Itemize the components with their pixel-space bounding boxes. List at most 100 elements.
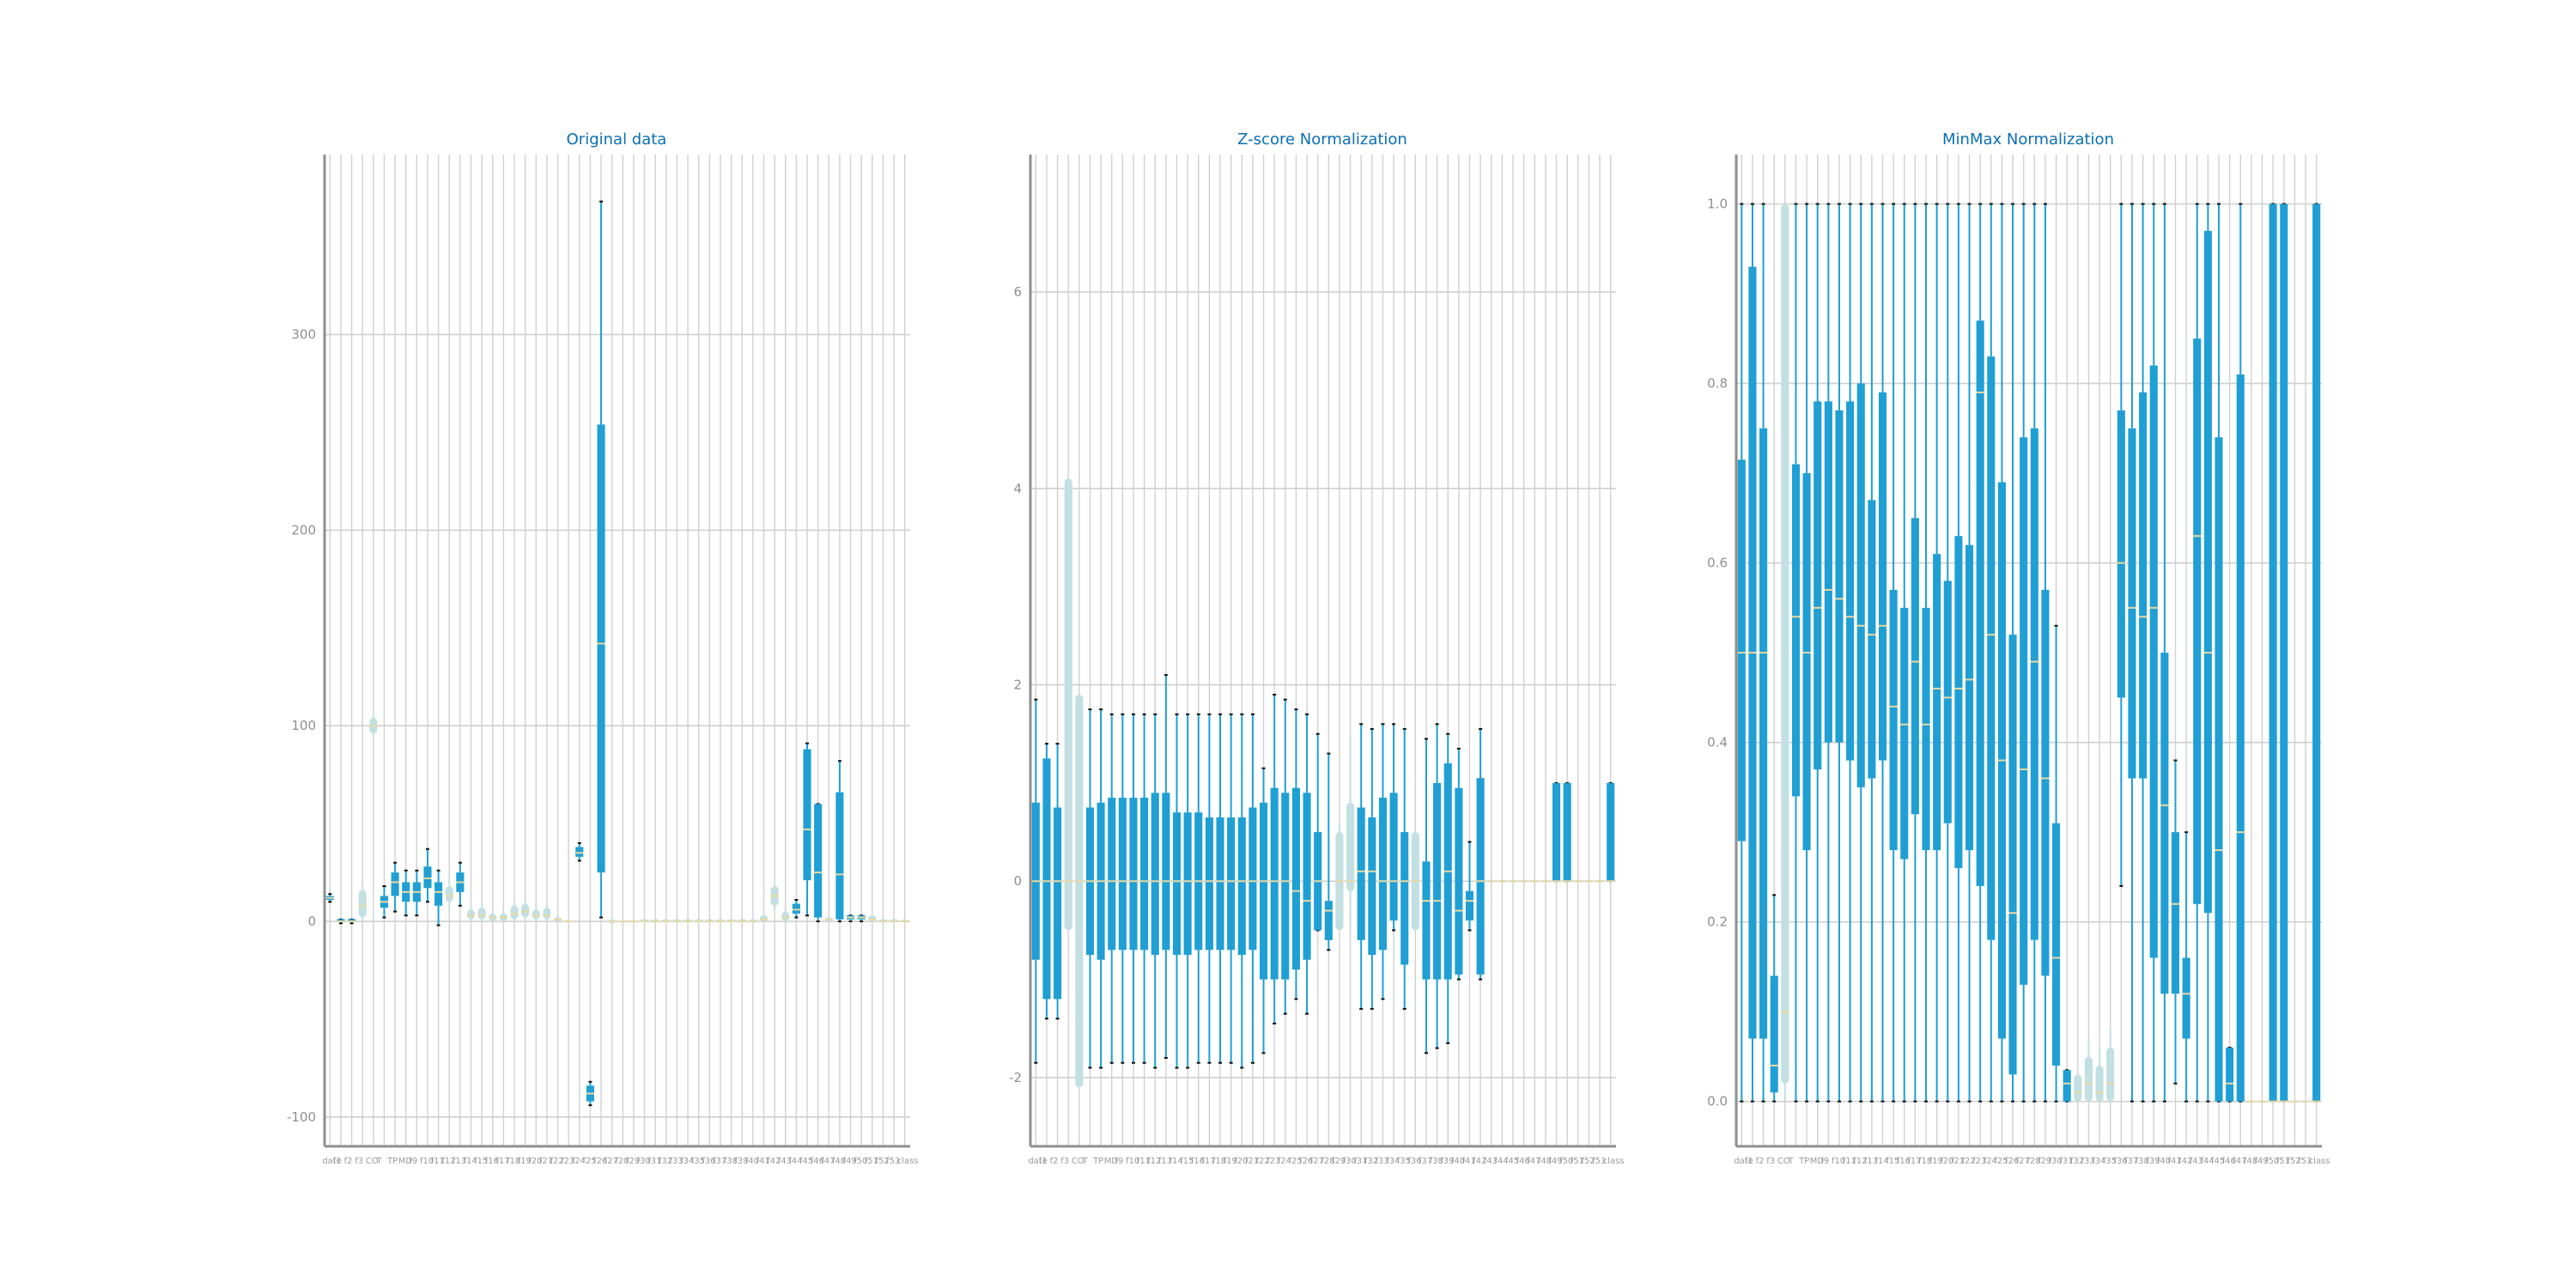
x-tick-label: f3 (355, 1157, 363, 1166)
chart-title-original: Original data (567, 131, 667, 149)
x-tick-label: f18 (1212, 1157, 1226, 1166)
x-tick-label: f21 (539, 1157, 553, 1166)
box-body (2117, 410, 2125, 698)
box-body (1324, 901, 1333, 940)
box-body (532, 909, 540, 920)
x-tick-label: f44 (788, 1157, 802, 1166)
x-tick-label: CO (1777, 1157, 1790, 1166)
x-tick-label: f32 (659, 1157, 672, 1166)
x-tick-label: f40 (745, 1157, 759, 1166)
x-tick-label: f53 (1592, 1157, 1606, 1166)
x-tick-label: f26 (593, 1157, 607, 1166)
box-body (1835, 410, 1844, 743)
box-body (1476, 778, 1485, 975)
box-body (1303, 793, 1311, 960)
x-tick-label: f9 (409, 1157, 417, 1166)
box-body (1922, 607, 1930, 851)
x-tick-label: f28 (2026, 1157, 2040, 1166)
box-body (1281, 793, 1290, 980)
box-body (1183, 812, 1192, 956)
x-tick-label: f31 (1353, 1157, 1367, 1166)
x-tick-label: f51 (2276, 1157, 2290, 1166)
box-body (1129, 798, 1138, 951)
x-tick-label: f22 (550, 1157, 564, 1166)
x-tick-label: f43 (1484, 1157, 1498, 1166)
x-tick-label: f41 (2168, 1157, 2182, 1166)
y-tick-label: 6 (1013, 284, 1022, 300)
x-tick-label: f36 (1407, 1157, 1421, 1166)
x-tick-label: f47 (821, 1157, 835, 1166)
x-tick-label: f27 (2016, 1157, 2030, 1166)
box-body (1205, 817, 1213, 951)
box-body (2203, 230, 2212, 914)
x-tick-label: CO (366, 1157, 379, 1166)
x-tick-label: f48 (832, 1157, 846, 1166)
box-body (1759, 428, 1768, 1039)
box-body (1791, 464, 1801, 797)
x-tick-label: TP (1798, 1157, 1809, 1166)
box-body (1346, 802, 1355, 891)
box-body (803, 749, 811, 881)
box-body (1162, 793, 1170, 951)
x-tick-label: f22 (1256, 1157, 1270, 1166)
box-body (2084, 1056, 2093, 1102)
x-tick-label: f25 (582, 1157, 596, 1166)
x-tick-label: f36 (702, 1157, 715, 1166)
x-tick-label: f45 (1505, 1157, 1519, 1166)
x-tick-label: f20 (1234, 1157, 1248, 1166)
x-tick-label: f30 (2049, 1157, 2063, 1166)
x-tick-label: f3 (1766, 1157, 1775, 1166)
x-tick-label: f23 (1972, 1157, 1986, 1166)
box-body (1465, 890, 1474, 920)
x-tick-label: f2 (1050, 1157, 1059, 1166)
x-tick-label: f39 (2146, 1157, 2160, 1166)
x-tick-label: f48 (1538, 1157, 1552, 1166)
x-tick-label: date (1028, 1157, 1048, 1166)
box-body (1856, 383, 1865, 787)
x-tick-label: f40 (1451, 1157, 1465, 1166)
x-tick-label: MD (1810, 1157, 1825, 1166)
box-body (2226, 1048, 2234, 1102)
box-body (348, 919, 356, 922)
box-body (1357, 807, 1365, 940)
box-body (814, 804, 823, 918)
box-body (2171, 832, 2180, 994)
x-tick-label: f33 (669, 1157, 683, 1166)
box-body (2193, 338, 2202, 904)
box-body (2074, 1074, 2082, 1102)
box-body (1943, 580, 1952, 823)
y-tick-label: 1.0 (1707, 196, 1728, 211)
x-tick-label: f24 (572, 1157, 586, 1166)
box-body (781, 911, 790, 922)
x-tick-label: f10 (420, 1157, 434, 1166)
box-body (1878, 392, 1887, 761)
x-tick-label: f26 (2005, 1157, 2019, 1166)
x-tick-label: f35 (691, 1157, 705, 1166)
box-body (1378, 798, 1388, 951)
y-tick-label: 0.6 (1707, 556, 1728, 571)
box-body (868, 915, 877, 922)
box-body (2182, 957, 2190, 1039)
box-body (1814, 401, 1822, 769)
box-body (1770, 975, 1778, 1093)
box-body (1042, 758, 1051, 999)
x-tick-label: f23 (561, 1157, 574, 1166)
box-body (1900, 607, 1909, 860)
x-tick-label: class (897, 1157, 919, 1166)
x-tick-label: f1 (333, 1157, 342, 1166)
box-body (2030, 428, 2038, 940)
x-tick-label: f49 (2255, 1157, 2269, 1166)
x-tick-label: f38 (724, 1157, 738, 1166)
x-tick-label: f19 (1929, 1157, 1943, 1166)
x-tick-label: f52 (2287, 1157, 2300, 1166)
x-tick-label: f41 (1462, 1157, 1476, 1166)
x-tick-label: f19 (518, 1157, 532, 1166)
x-tick-label: f12 (441, 1157, 455, 1166)
x-tick-label: f14 (1170, 1157, 1183, 1166)
x-tick-label: TP (386, 1157, 398, 1166)
box-body (1389, 793, 1398, 920)
box-body (2160, 653, 2169, 994)
x-tick-label: f45 (799, 1157, 813, 1166)
box-body (1368, 817, 1376, 956)
